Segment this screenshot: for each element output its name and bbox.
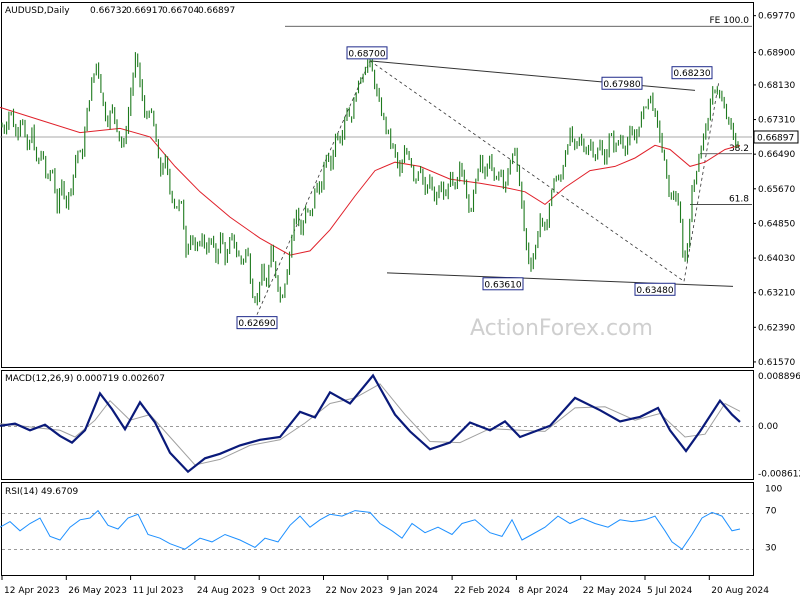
price-y-tick-5: 0.65670 [758,185,795,195]
price-y-tick-6: 0.64850 [758,219,795,229]
price-panel [1,2,754,368]
x-tick-6: 9 Jan 2024 [390,586,438,596]
price-y-tick-7: 0.64030 [758,254,795,264]
x-tick-1: 26 May 2023 [68,586,127,596]
price-hline-label-7: 61.8 [729,194,749,204]
annotation-label-0: 0.68700 [348,49,385,59]
rsi-title: RSI(14) 49.6709 [5,487,78,497]
ohlc-value-2: 0.66704 [162,6,199,16]
x-tick-0: 12 Apr 2023 [4,586,60,596]
macd-y-tick-0: 0.008896 [758,372,800,382]
price-dashed-line-4 [256,60,371,315]
x-tick-3: 24 Aug 2023 [197,586,255,596]
rsi-panel [1,482,754,576]
annotation-label-5: 0.63480 [636,286,673,296]
ohlc-value-0: 0.66732 [90,6,127,16]
moving-average [0,106,741,256]
x-tick-4: 9 Oct 2023 [261,586,311,596]
price-dashed-line-5 [369,60,685,282]
x-tick-8: 8 Apr 2024 [518,586,568,596]
ohlc-value-3: 0.66897 [198,6,235,16]
x-tick-10: 5 Jul 2024 [647,586,692,596]
price-y-tick-2: 0.68130 [758,81,795,91]
macd-signal-line [0,383,741,466]
annotation-label-4: 0.68230 [673,69,710,79]
x-tick-9: 22 May 2024 [583,586,642,596]
rsi-y-tick-1: 70 [765,507,777,517]
price-dashed-line-6 [683,80,720,282]
x-tick-2: 11 Jul 2023 [133,586,184,596]
macd-line [0,373,741,474]
last-price-label: 0.66897 [757,133,794,143]
price-y-tick-0: 0.69770 [758,12,795,22]
price-y-tick-3: 0.67310 [758,116,795,126]
x-tick-7: 22 Feb 2024 [454,586,510,596]
annotation-box-4 [671,66,713,80]
price-y-tick-8: 0.63210 [758,289,795,299]
macd-panel [1,370,754,480]
macd-title: MACD(12,26,9) 0.000719 0.002607 [5,374,165,384]
annotation-label-2: 0.63610 [484,280,521,290]
macd-y-tick-2: -0.008612 [758,469,800,479]
moving-average-line [0,106,741,256]
x-tick-5: 22 Nov 2023 [326,586,384,596]
price-y-tick-4: 0.66490 [758,150,795,160]
price-series [1,52,739,306]
annotation-box-2 [482,277,524,291]
price-y-tick-10: 0.61570 [758,358,795,368]
annotation-label-3: 0.67980 [603,80,640,90]
ohlc-value-1: 0.66917 [126,6,163,16]
price-y-tick-1: 0.68900 [758,48,795,58]
annotation-box-3 [601,76,643,90]
price-hline-label-8: 38.2 [729,144,749,154]
rsi-line [0,509,741,550]
axis-labels: 0.69770 0.68900 0.68130 0.67310 0.66490 0.656… [1,12,800,596]
annotation-box-5 [634,282,676,296]
macd-series [0,373,741,474]
rsi-y-tick-2: 30 [765,543,777,553]
annotation-box-1 [236,316,278,330]
price-title: AUDUSD,Daily [5,6,70,16]
annotation-label-1: 0.62690 [238,319,275,329]
annotation-box-0 [346,46,388,60]
price-annotations: 0.68700 0.62690 0.63610 0.67980 0.68230 0.634… [236,46,713,330]
rsi-series [0,509,741,550]
x-tick-11: 20 Aug 2024 [711,586,769,596]
watermark: ActionForex.com [470,316,653,341]
macd-y-tick-1: 0.00 [758,422,778,432]
last-price-box [753,130,799,144]
rsi-y-tick-0: 100 [765,485,782,495]
price-y-tick-9: 0.62390 [758,323,795,333]
price-hline-label-0: FE 100.0 [710,16,750,26]
